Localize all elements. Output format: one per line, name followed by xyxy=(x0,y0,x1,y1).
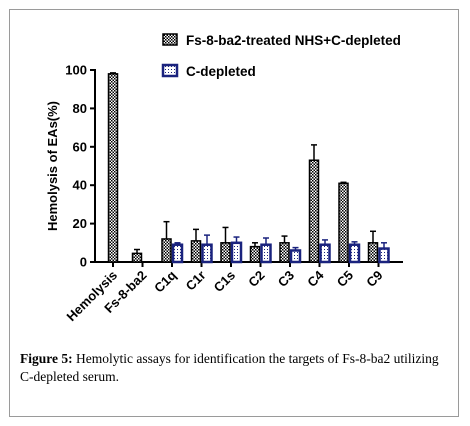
figure-caption: Figure 5: Hemolytic assays for identific… xyxy=(20,350,452,386)
bar-treated xyxy=(220,242,231,263)
y-tick-label: 80 xyxy=(73,101,87,116)
legend-swatch-series-1 xyxy=(162,33,178,46)
bar-depleted xyxy=(378,247,390,264)
x-tick-label: C1s xyxy=(211,268,238,295)
bar-chart: Fs-8-ba2-treated NHS+C-depleted C-deplet… xyxy=(45,33,403,324)
x-tick-label: C1r xyxy=(183,268,209,294)
y-tick-label: 20 xyxy=(73,216,87,231)
bar-treated xyxy=(107,73,119,263)
bar-depleted xyxy=(230,241,243,264)
bar-treated xyxy=(308,159,320,263)
bar-depleted xyxy=(289,249,302,264)
legend-label-series-1: Fs-8-ba2-treated NHS+C-depleted xyxy=(186,33,401,48)
x-tick-label: C4 xyxy=(304,267,327,290)
bar-treated xyxy=(249,245,261,263)
bar-depleted xyxy=(348,243,361,264)
y-tick-label: 40 xyxy=(73,178,87,193)
x-tick-label: C9 xyxy=(363,268,385,290)
bar-treated xyxy=(279,242,290,263)
bar-depleted xyxy=(171,243,184,264)
legend-swatch-series-2 xyxy=(161,63,179,78)
caption-text: Hemolytic assays for identification the … xyxy=(20,351,439,384)
x-tick-label: C2 xyxy=(245,268,267,290)
bar-treated xyxy=(131,252,143,263)
bar-treated xyxy=(367,242,379,263)
legend-label-series-2: C-depleted xyxy=(186,64,256,79)
y-tick-label: 100 xyxy=(65,63,87,78)
legend: Fs-8-ba2-treated NHS+C-depleted C-deplet… xyxy=(161,33,401,79)
bar-depleted xyxy=(319,243,331,264)
figure-frame xyxy=(9,9,459,417)
x-tick-label: C5 xyxy=(334,268,356,290)
x-tick-label: C3 xyxy=(275,268,297,290)
bar-treated xyxy=(161,238,172,263)
y-tick-label: 60 xyxy=(73,139,87,154)
bar-treated xyxy=(338,182,349,263)
y-axis-title: Hemolysis of EAs(%) xyxy=(45,101,60,231)
bar-depleted xyxy=(260,243,272,264)
x-tick-label: C1q xyxy=(151,267,179,295)
y-tick-label: 0 xyxy=(80,255,87,270)
bar-treated xyxy=(190,240,202,263)
bar-depleted xyxy=(201,243,213,264)
caption-label: Figure 5: xyxy=(20,351,73,366)
